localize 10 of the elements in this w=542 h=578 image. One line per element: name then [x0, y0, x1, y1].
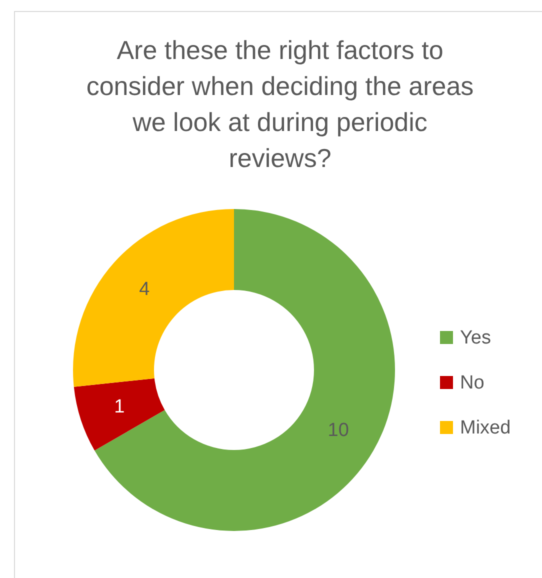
data-label: 1: [114, 396, 125, 418]
legend-label: Yes: [460, 328, 491, 348]
donut-slice: [73, 209, 234, 387]
chart-title: Are these the right factors to consider when deciding the areas we look at during periodic reviews?: [86, 35, 474, 173]
legend-label: No: [460, 372, 484, 394]
donut-slice: [94, 209, 395, 531]
donut-slice: [74, 378, 165, 450]
data-label: 4: [139, 278, 150, 300]
legend-label: Mixed: [460, 418, 511, 438]
data-label: 10: [328, 420, 349, 441]
